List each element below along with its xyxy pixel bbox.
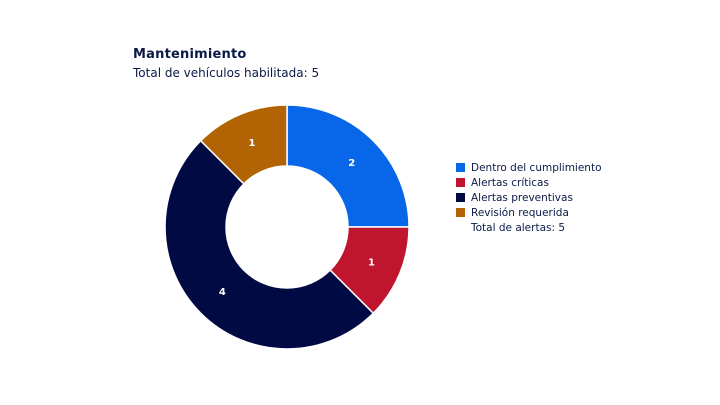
legend-label: Alertas preventivas [471, 191, 573, 204]
legend-label: Dentro del cumplimiento [471, 161, 602, 174]
chart-legend: Dentro del cumplimiento Alertas críticas A… [456, 160, 602, 235]
legend-label: Revisión requerida [471, 206, 569, 219]
legend-swatch [456, 163, 465, 172]
legend-item-3[interactable]: Revisión requerida [456, 205, 602, 220]
legend-item-2[interactable]: Alertas preventivas [456, 190, 602, 205]
chart-subtitle: Total de vehículos habilitada: 5 [133, 66, 320, 80]
donut-slice-label-3: 1 [249, 138, 256, 149]
legend-item-0[interactable]: Dentro del cumplimiento [456, 160, 602, 175]
legend-swatch [456, 193, 465, 202]
legend-swatch [456, 208, 465, 217]
legend-total-note: Total de alertas: 5 [471, 221, 566, 234]
donut-slice-label-1: 1 [368, 258, 375, 269]
legend-swatch [456, 178, 465, 187]
chart-title: Mantenimiento [133, 47, 247, 62]
donut-slice-0[interactable] [286, 104, 410, 228]
donut-slice-3[interactable] [199, 104, 288, 185]
donut-slice-label-2: 4 [219, 287, 226, 298]
donut-slice-2[interactable] [164, 139, 375, 350]
legend-item-1[interactable]: Alertas críticas [456, 175, 602, 190]
legend-label: Alertas críticas [471, 176, 549, 189]
donut-slice-label-0: 2 [348, 158, 355, 169]
